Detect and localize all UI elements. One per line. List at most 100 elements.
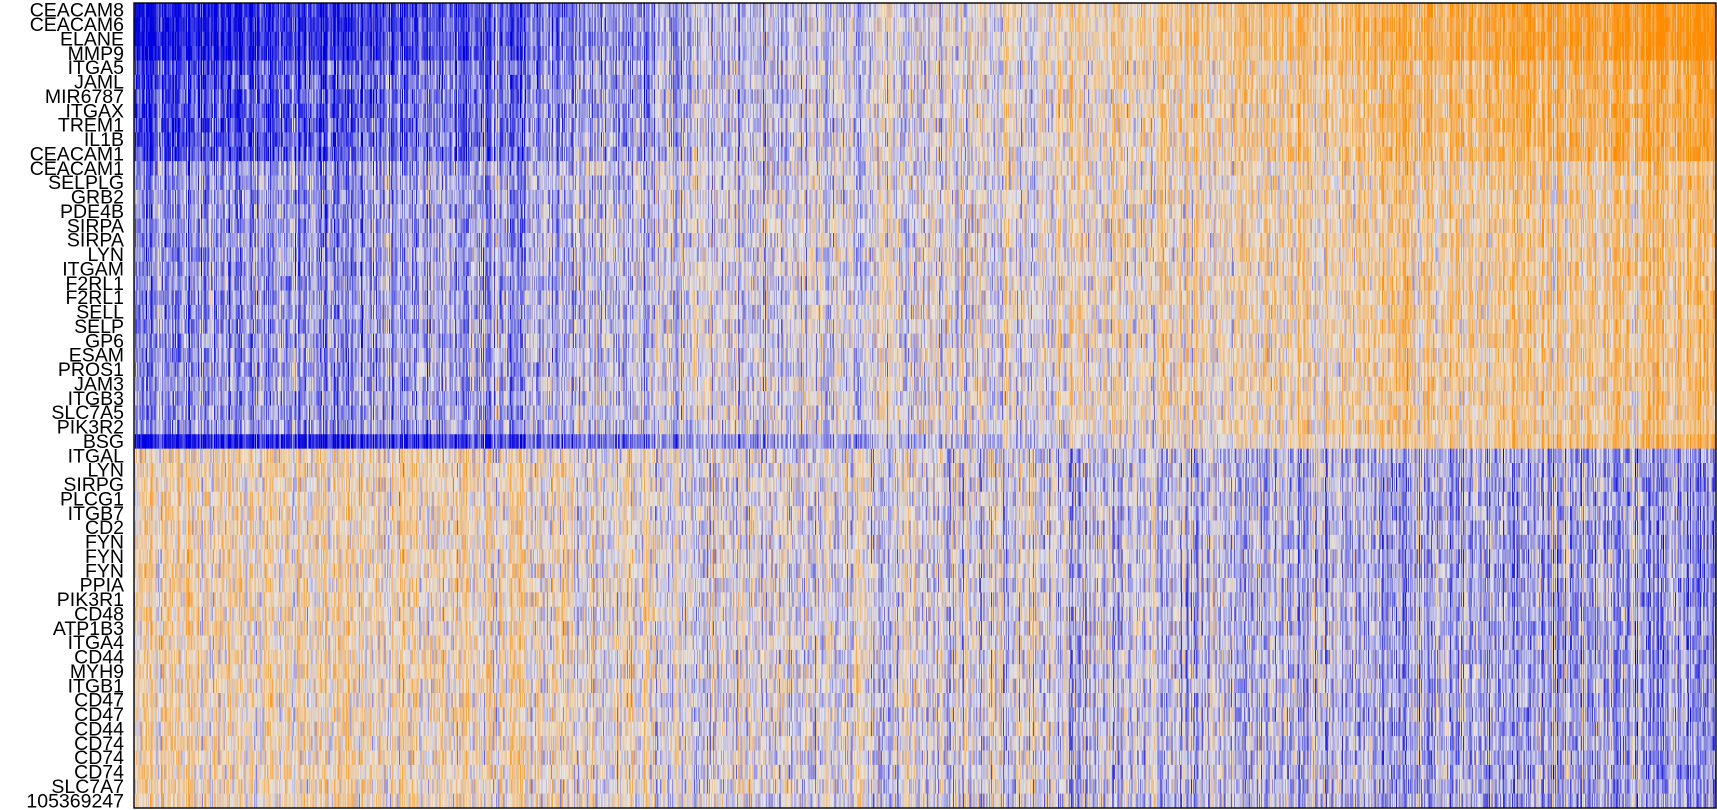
row-label: ATP1B3 xyxy=(53,618,124,640)
row-label: ITGA4 xyxy=(68,632,125,654)
heatmap-row xyxy=(134,175,1716,191)
heatmap-row xyxy=(134,348,1716,363)
row-label: SELPLG xyxy=(48,172,124,194)
row-label: ITGAL xyxy=(68,445,125,467)
row-label: SELL xyxy=(76,302,124,324)
row-label: PPIA xyxy=(80,575,124,597)
row-label: CD48 xyxy=(74,603,124,625)
row-label: FYN xyxy=(85,546,124,568)
row-label: F2RL1 xyxy=(65,287,124,309)
heatmap-row xyxy=(134,405,1716,421)
row-label: ITGB7 xyxy=(68,503,124,525)
heatmap-row xyxy=(134,31,1716,47)
heatmap-row xyxy=(134,89,1716,105)
row-label: CD47 xyxy=(74,690,124,712)
row-label: ITGA5 xyxy=(68,57,125,79)
row-label: F2RL1 xyxy=(65,273,124,295)
heatmap-row xyxy=(134,189,1716,205)
row-label: GRB2 xyxy=(71,187,124,209)
heatmap-row xyxy=(134,693,1716,708)
heatmap-row xyxy=(134,764,1716,780)
heatmap-row xyxy=(134,17,1716,33)
heatmap-row xyxy=(134,74,1716,90)
row-label: LYN xyxy=(88,460,125,482)
row-label: JAML xyxy=(74,72,124,94)
heatmap-row xyxy=(134,779,1716,795)
row-label: CD2 xyxy=(85,517,124,539)
heatmap-row xyxy=(134,132,1716,148)
row-label: PDE4B xyxy=(60,201,124,223)
heatmap-row xyxy=(134,118,1716,133)
row-label: CEACAM1 xyxy=(30,158,124,180)
row-label: GP6 xyxy=(85,330,124,352)
heatmap-row xyxy=(134,3,1716,18)
row-label: ITGAM xyxy=(62,258,124,280)
row-label: ELANE xyxy=(60,28,124,50)
heatmap-row xyxy=(134,46,1716,62)
row-label: CEACAM1 xyxy=(30,143,124,165)
heatmap-row xyxy=(134,204,1716,220)
heatmap-row xyxy=(134,477,1716,493)
row-label: CD74 xyxy=(74,762,124,784)
row-label: PIK3R2 xyxy=(57,417,124,439)
row-label: CD44 xyxy=(74,647,124,669)
heatmap-border xyxy=(133,2,1717,809)
heatmap-row xyxy=(134,635,1716,651)
heatmap-row xyxy=(134,434,1716,450)
heatmap-row xyxy=(134,391,1716,407)
row-label: CEACAM6 xyxy=(30,14,124,36)
row-label: ITGAX xyxy=(65,100,124,122)
row-label: BSG xyxy=(83,431,124,453)
row-label: TREM1 xyxy=(58,115,124,137)
heatmap-row xyxy=(134,707,1716,723)
row-label: PROS1 xyxy=(58,359,124,381)
heatmap-row xyxy=(134,736,1716,752)
heatmap-row xyxy=(134,161,1716,177)
row-label: CD47 xyxy=(74,704,124,726)
heatmap-row xyxy=(134,419,1716,435)
heatmap-row xyxy=(134,750,1716,766)
heatmap-row xyxy=(134,146,1716,162)
heatmap-row xyxy=(134,563,1716,579)
row-label: MIR6787 xyxy=(45,86,124,108)
row-label: PLCG1 xyxy=(60,488,124,510)
row-label: CD44 xyxy=(74,718,124,740)
row-label: CD74 xyxy=(74,733,124,755)
row-label: JAM3 xyxy=(74,373,124,395)
heatmap-row xyxy=(134,103,1716,119)
heatmap-row xyxy=(134,721,1716,737)
row-label: SIRPA xyxy=(67,215,124,237)
heatmap-row xyxy=(134,491,1716,507)
row-label: LYN xyxy=(88,244,125,266)
row-label: SLC7A7 xyxy=(51,776,124,798)
heatmap-row xyxy=(134,376,1716,392)
heatmap-row xyxy=(134,606,1716,622)
heatmap-row xyxy=(134,463,1716,478)
row-label: SELP xyxy=(74,316,124,338)
heatmap-row xyxy=(134,304,1716,320)
row-label: 105369247 xyxy=(26,790,124,810)
heatmap-row xyxy=(134,520,1716,536)
row-label: FYN xyxy=(85,560,124,582)
row-labels: CEACAM8CEACAM6ELANEMMP9ITGA5JAMLMIR6787I… xyxy=(26,0,124,810)
row-label: CEACAM8 xyxy=(30,0,124,22)
heatmap-row xyxy=(134,290,1716,306)
heatmap-row xyxy=(134,233,1716,248)
row-label: PIK3R1 xyxy=(57,589,124,611)
heatmap-row xyxy=(134,506,1716,522)
heatmap-rows xyxy=(134,3,1716,809)
heatmap-row xyxy=(134,218,1716,234)
row-label: ITGB1 xyxy=(68,675,124,697)
row-label: FYN xyxy=(85,532,124,554)
heatmap-row xyxy=(134,592,1716,608)
row-label: MYH9 xyxy=(70,661,124,683)
row-label: IL1B xyxy=(84,129,124,151)
heatmap-row xyxy=(134,247,1716,263)
row-label: ITGB3 xyxy=(68,388,124,410)
heatmap-row xyxy=(134,276,1716,292)
row-label: SIRPG xyxy=(63,474,124,496)
heatmap-row xyxy=(134,621,1716,637)
heatmap-row xyxy=(134,678,1716,694)
